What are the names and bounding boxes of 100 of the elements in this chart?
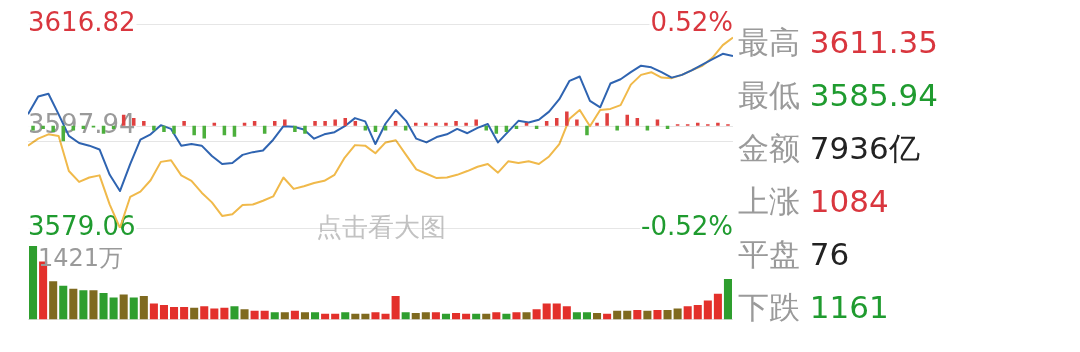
bar [162,125,166,133]
bar [703,300,712,320]
bar [260,310,269,320]
bar [210,308,219,320]
bar [152,125,156,131]
bar [655,119,660,126]
category-label: 上涨 [738,183,800,219]
text: 7936亿 [809,130,920,166]
text: 76 [809,236,850,272]
bar [454,121,458,126]
bar [159,304,168,320]
bar [595,122,599,126]
bar [192,125,196,136]
bar [109,297,118,320]
bar [693,304,702,320]
bar [89,290,98,320]
bar [653,310,662,320]
bar [431,312,440,320]
bar [542,303,551,320]
bar [220,307,229,320]
bar [593,312,602,320]
bar [613,310,622,320]
bar [683,306,692,320]
y2-tick-label: 0.52% [650,6,733,37]
bar [149,303,158,320]
bar [270,312,279,320]
bar [713,293,722,320]
bar [723,279,732,320]
bar [532,309,541,320]
bar [464,122,468,126]
bar [190,307,199,320]
bar [79,290,88,320]
y-tick-label: 3616.82 [28,6,136,37]
text: 1084 [809,183,889,219]
bar [180,307,189,320]
y-tick-label: 3579.06 [28,210,136,241]
bar [391,296,400,320]
bar [129,297,138,320]
bar [474,119,478,126]
bar [552,303,561,320]
bar [615,125,619,131]
bar [69,288,78,320]
bar [421,312,430,320]
bar [333,119,337,126]
bar [293,125,297,133]
bar [182,121,186,126]
category-label: 金额 [738,130,800,166]
bar [572,312,581,320]
category-label: 最低 [738,77,800,113]
bar [695,122,700,126]
bar [59,285,68,320]
bar [716,122,720,126]
bar [341,312,350,320]
bar [343,117,348,126]
bar [311,312,320,320]
bar [585,125,589,136]
bar [313,121,317,126]
text: 1161 [809,289,889,325]
bar [283,119,287,126]
bar [484,125,489,131]
category-label: 平盘 [738,236,800,272]
bar [444,122,448,126]
bar [512,312,521,320]
bar [434,122,438,126]
bar [562,306,571,320]
bar [413,122,418,126]
text: 3611.35 [809,24,939,60]
annotation: 点击看大图 [315,211,446,242]
bar [49,281,58,320]
bar [411,312,420,320]
bar [575,119,579,126]
bar [623,310,632,320]
bar [371,312,380,320]
bar [250,310,259,320]
bar [424,122,428,126]
bar [625,114,630,126]
y2-tick-label: -0.52% [641,210,733,241]
bar [272,121,277,126]
category-label: 下跌 [738,289,800,325]
category-label: 最高 [738,24,800,60]
bar [139,296,148,320]
bar [565,111,569,126]
bar [202,125,207,139]
bar [300,312,309,320]
bar [99,293,108,320]
bar [303,125,307,134]
bar [401,312,410,320]
bar [119,294,128,320]
bar [554,117,559,126]
annotation: 1421万 [38,244,124,273]
bar [290,310,299,320]
text: 3585.94 [809,77,939,113]
bar [142,121,146,126]
bar [673,308,682,320]
bar [240,309,249,320]
bar [323,121,327,126]
bar [605,113,609,126]
bar [29,246,38,320]
bar [280,312,289,320]
bar [633,310,642,320]
